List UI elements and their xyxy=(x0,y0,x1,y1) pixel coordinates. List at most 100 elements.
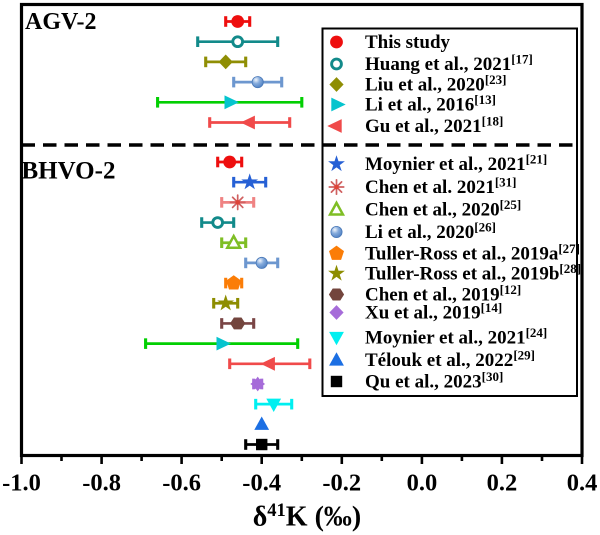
legend-label: Moynier et al., 2021[21] xyxy=(365,151,547,175)
legend-entry: Li et al., 2020[26] xyxy=(330,219,496,243)
data-row xyxy=(212,294,240,311)
plot-marker-triangle-up xyxy=(254,416,270,430)
plot-marker-square xyxy=(256,438,268,451)
data-row xyxy=(200,216,236,229)
x-tick-label: -0.8 xyxy=(82,470,121,497)
x-tick-label: -0.2 xyxy=(322,470,361,497)
data-row xyxy=(250,376,266,392)
x-tick-label: -0.4 xyxy=(242,470,281,497)
plot-marker-circle xyxy=(223,155,237,169)
legend-marker-asterisk8 xyxy=(328,178,345,196)
legend-entry: Liu et al., 2020[23] xyxy=(329,72,506,96)
plot-marker-triangle-right xyxy=(224,95,239,110)
legend-label: Tuller-Ross et al., 2019a[27] xyxy=(365,241,580,265)
legend-box xyxy=(321,27,578,397)
legend-marker-circle-open xyxy=(330,57,343,71)
legend-label: Chen et al., 2019[12] xyxy=(365,282,521,306)
legend-label: Chen et al. 2021[31] xyxy=(365,174,517,198)
plot-marker-triangle-left xyxy=(240,115,255,130)
x-axis-title: δ41K (‰) xyxy=(253,501,361,533)
legend-label: Télouk et al., 2022[29] xyxy=(365,347,535,371)
data-row xyxy=(254,416,270,430)
legend-entry: Tuller-Ross et al., 2019b[28] xyxy=(328,261,581,285)
data-row xyxy=(244,256,280,269)
x-tick-label: 0.4 xyxy=(567,470,598,497)
legend-entry: Chen et al., 2019[12] xyxy=(328,282,521,306)
legend-entry: Chen et al., 2020[25] xyxy=(327,197,521,221)
data-row xyxy=(216,155,244,169)
data-row xyxy=(254,398,294,412)
legend-marker-triangle-up xyxy=(329,352,344,366)
x-tick-label: 0.2 xyxy=(487,470,518,497)
plot-marker-circle-open xyxy=(231,35,245,49)
data-row xyxy=(220,233,248,249)
data-row xyxy=(244,438,280,451)
legend-marker-triangle-left xyxy=(327,119,342,133)
legend-label: Tuller-Ross et al., 2019b[28] xyxy=(365,261,581,285)
legend-entry: Gu et al., 2021[18] xyxy=(327,113,503,137)
data-row xyxy=(232,76,284,89)
data-row xyxy=(232,173,268,190)
legend-label: Xu et al., 2019[14] xyxy=(365,300,502,324)
x-axis-ticks xyxy=(20,456,584,464)
data-row xyxy=(204,54,248,70)
legend-label: Gu et al., 2021[18] xyxy=(365,113,503,137)
x-tick-label: -1.0 xyxy=(2,470,41,497)
legend-marker-circle xyxy=(330,35,343,49)
data-row xyxy=(224,15,252,28)
legend-entry: Moynier et al., 2021[24] xyxy=(329,325,547,349)
plot-frame xyxy=(19,2,584,458)
legend-marker-diamond xyxy=(329,77,344,92)
plot-marker-asterisk8 xyxy=(229,194,246,211)
legend-marker-sphere xyxy=(330,225,343,238)
legend-entry: Huang et al., 2021[17] xyxy=(330,51,533,75)
legend-marker-pentagon xyxy=(329,245,344,260)
plot-marker-star5 xyxy=(217,294,235,311)
legend-marker-square xyxy=(330,375,343,388)
legend-entry: Li et al., 2016[13] xyxy=(331,92,496,115)
legend-marker-triangle-up-open xyxy=(327,200,346,216)
data-row xyxy=(144,336,300,351)
plot-marker-sphere xyxy=(251,76,264,89)
plot-marker-triangle-up-open xyxy=(225,233,243,249)
section-label-agv2: AGV-2 xyxy=(25,9,97,35)
legend-label: Qu et al., 2023[30] xyxy=(365,369,503,393)
plot-marker-triangle-left xyxy=(260,356,275,371)
legend-label: Chen et al., 2020[25] xyxy=(365,197,521,221)
legend-marker-triangle-down xyxy=(329,331,344,346)
plot-marker-diamond xyxy=(218,54,233,70)
data-row xyxy=(220,194,256,211)
x-tick-label: -0.6 xyxy=(162,470,201,497)
plot-marker-sphere xyxy=(255,256,268,269)
legend-entry: Qu et al., 2023[30] xyxy=(330,369,503,393)
data-row xyxy=(156,95,304,110)
legend-marker-star5 xyxy=(328,264,345,281)
plot-marker-circle xyxy=(231,15,245,28)
data-row xyxy=(220,317,256,330)
x-tick-label: 0.0 xyxy=(407,470,438,497)
legend-label: This study xyxy=(365,32,451,53)
data-row xyxy=(196,35,280,49)
plot-marker-circle-open xyxy=(211,216,225,229)
legend-label: Huang et al., 2021[17] xyxy=(365,51,533,75)
legend-label: Liu et al., 2020[23] xyxy=(365,72,506,96)
legend-entry: Tuller-Ross et al., 2019a[27] xyxy=(329,241,580,265)
legend-label: Li et al., 2020[26] xyxy=(365,219,496,243)
section-label-bhvo2: BHVO-2 xyxy=(22,158,116,185)
plot-marker-hexagon xyxy=(230,317,246,330)
plot-marker-star8 xyxy=(250,376,266,392)
data-row xyxy=(224,275,244,290)
legend-marker-diamond xyxy=(329,305,344,320)
plot-marker-triangle-right xyxy=(216,336,231,351)
legend-entry: Moynier et al., 2021[21] xyxy=(328,151,547,175)
legend-entry: This study xyxy=(330,32,451,53)
plot-marker-star5 xyxy=(241,173,259,190)
legend-entry: Xu et al., 2019[14] xyxy=(329,300,502,324)
legend-label: Moynier et al., 2021[24] xyxy=(365,325,547,349)
legend-marker-star5 xyxy=(328,155,345,172)
legend-entry: Chen et al. 2021[31] xyxy=(328,174,517,198)
data-row xyxy=(228,356,312,371)
plot-marker-pentagon xyxy=(226,275,242,290)
